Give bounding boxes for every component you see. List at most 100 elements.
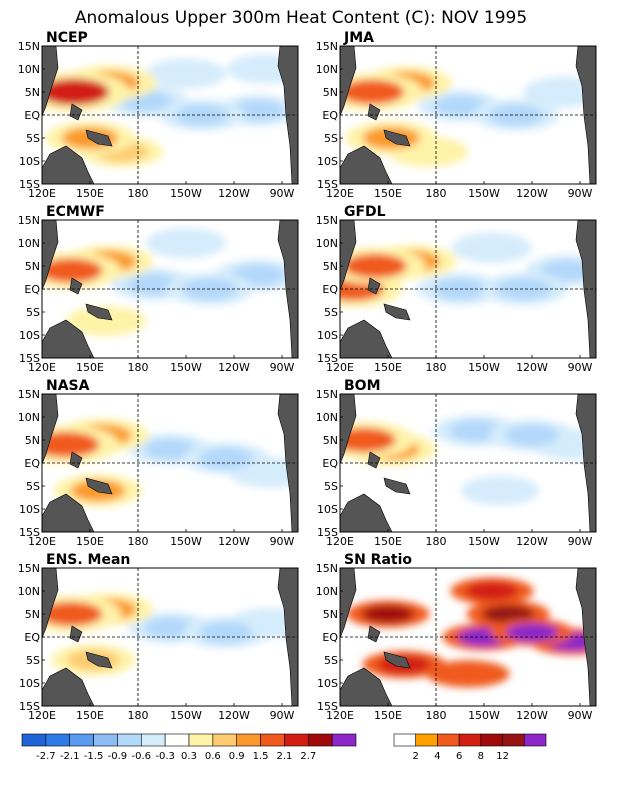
x-tick-label: 90W [270, 361, 295, 374]
data-blob [482, 605, 534, 623]
x-tick-label: 150E [374, 187, 402, 200]
colorbar-anomaly: -2.7 -2.1 -1.5 -0.9 -0.6 -0.3 0.3 0.6 0.9 1.5 2.1 2… [21, 733, 357, 762]
y-tick-label: EQ [322, 631, 338, 644]
y-tick-label: 10S [317, 155, 338, 168]
colorbar-label: -1.5 [84, 751, 104, 762]
data-blob [467, 237, 517, 258]
data-blob [541, 260, 594, 281]
y-tick-label: 15N [18, 214, 40, 227]
anomaly-blobs [42, 418, 298, 507]
x-tick-label: 150E [374, 709, 402, 722]
y-tick-label: EQ [322, 283, 338, 296]
data-blob [475, 480, 525, 501]
y-tick-label: 5S [324, 480, 338, 493]
data-blob [42, 258, 103, 283]
y-tick-label: 10N [18, 63, 40, 76]
x-tick-label: 120E [28, 187, 56, 200]
colorbar-swatch [331, 733, 357, 747]
x-tick-label: 120E [326, 361, 354, 374]
colorbar-swatch [480, 733, 503, 747]
data-blob [506, 623, 558, 642]
y-tick-label: 15N [18, 40, 40, 53]
y-tick-label: 10S [317, 677, 338, 690]
colorbar-label: 0.3 [181, 751, 197, 762]
colorbar-label: 8 [478, 751, 484, 762]
y-tick-label: 15S [19, 352, 40, 365]
y-tick-label: 5N [25, 434, 40, 447]
y-tick-label: 5N [323, 260, 338, 273]
data-blob [199, 621, 253, 643]
data-blob [496, 278, 552, 300]
colorbar-label: 0.6 [205, 751, 221, 762]
colorbar-swatch [307, 733, 333, 747]
x-tick-label: 120W [516, 709, 548, 722]
x-tick-label: 120W [218, 709, 250, 722]
colorbar-sn-ratio: 2 4 6 8 12 [393, 733, 547, 762]
panel-title: JMA [343, 30, 374, 46]
field [42, 220, 298, 358]
x-tick-label: 150W [468, 535, 500, 548]
colorbar-swatch [236, 733, 261, 747]
x-tick-label: 180 [426, 709, 447, 722]
colorbar-swatch [393, 733, 417, 747]
colorbar-swatch [212, 733, 238, 747]
y-tick-label: 5S [324, 306, 338, 319]
colorbar-swatch [523, 733, 547, 747]
colorbar-swatch [45, 733, 71, 747]
anomaly-blobs [42, 593, 298, 676]
data-blob [362, 605, 414, 623]
x-tick-label: 90W [270, 535, 295, 548]
panel-title: ENS. Mean [46, 552, 130, 568]
field [42, 568, 298, 706]
colorbar-swatch [415, 733, 438, 747]
y-tick-label: 15N [316, 214, 338, 227]
field [340, 46, 596, 184]
y-tick-label: 15S [317, 526, 338, 539]
figure-title: Anomalous Upper 300m Heat Content (C): N… [75, 8, 527, 28]
panel-title: GFDL [344, 204, 386, 220]
y-tick-label: 10S [317, 503, 338, 516]
y-tick-label: EQ [322, 457, 338, 470]
x-tick-label: 180 [128, 187, 149, 200]
x-tick-label: 120E [326, 187, 354, 200]
x-tick-label: 180 [128, 709, 149, 722]
anomaly-blobs [340, 66, 596, 167]
data-blob [340, 427, 396, 453]
y-tick-label: 10N [316, 411, 338, 424]
data-blob [143, 438, 197, 460]
data-blob [199, 447, 253, 469]
x-tick-label: 150E [76, 709, 104, 722]
data-blob [442, 664, 494, 683]
y-tick-label: 10N [18, 237, 40, 250]
y-tick-label: 5N [25, 608, 40, 621]
y-tick-label: 15S [317, 700, 338, 713]
colorbar-swatch [458, 733, 482, 747]
data-blob [340, 79, 405, 105]
y-tick-label: 5N [323, 434, 338, 447]
y-tick-label: 5S [26, 654, 40, 667]
data-blob [466, 582, 518, 600]
y-tick-label: 10S [317, 329, 338, 342]
y-tick-label: 10N [18, 585, 40, 598]
x-tick-label: 180 [128, 535, 149, 548]
y-tick-label: 15S [19, 526, 40, 539]
land-mask [42, 394, 298, 532]
field [340, 394, 596, 532]
y-tick-label: 10S [19, 677, 40, 690]
colorbar-swatch [188, 733, 214, 747]
x-tick-label: 150W [170, 709, 202, 722]
y-tick-label: 10S [19, 155, 40, 168]
y-tick-label: 5S [26, 306, 40, 319]
field [340, 568, 596, 706]
x-tick-label: 120W [218, 187, 250, 200]
colorbar-label: 2 [413, 751, 419, 762]
x-tick-label: 90W [270, 187, 295, 200]
x-tick-label: 150E [76, 361, 104, 374]
data-blob [143, 617, 197, 639]
y-tick-label: EQ [24, 631, 40, 644]
y-tick-label: 15S [19, 178, 40, 191]
colorbar-swatch [117, 733, 142, 747]
